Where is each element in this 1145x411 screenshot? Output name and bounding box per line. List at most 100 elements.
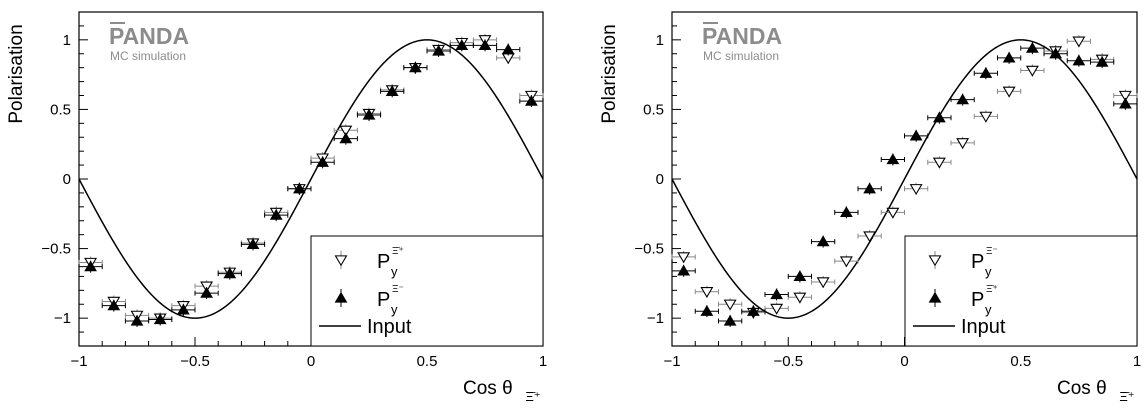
- data-point: [107, 299, 121, 311]
- input-curve: [78, 39, 544, 319]
- data-point: [334, 255, 348, 267]
- data-point: [1118, 90, 1132, 102]
- legend-label-superscript: Ξ⁻: [986, 246, 998, 257]
- data-point: [933, 111, 946, 123]
- data-point: [677, 264, 690, 276]
- data-point: [677, 252, 691, 264]
- x-axis-label-subscript: Ξ̄⁺: [1119, 389, 1134, 404]
- series-open-triangles: [671, 35, 1138, 319]
- data-point: [1026, 41, 1039, 53]
- data-point: [956, 93, 969, 105]
- legend-box: [904, 235, 1138, 347]
- data-point: [409, 61, 422, 73]
- y-axis-label: Polarisation: [599, 24, 620, 123]
- x-tick-label: −0.5: [180, 353, 210, 370]
- data-point: [979, 67, 993, 78]
- data-point: [1002, 86, 1016, 98]
- x-tick-label: −1: [70, 353, 87, 370]
- x-axis-label: Cos θ: [463, 378, 513, 399]
- legend-label: P: [377, 251, 390, 273]
- data-point: [153, 313, 167, 325]
- data-point: [200, 281, 214, 293]
- data-point: [863, 182, 876, 194]
- legend-label-subscript: y: [391, 264, 398, 279]
- x-tick-label: 1: [1133, 353, 1141, 370]
- legend-label-subscript: y: [985, 264, 992, 279]
- x-tick-label: −1: [663, 353, 680, 370]
- data-point: [770, 303, 784, 315]
- data-point: [478, 39, 492, 51]
- data-point: [1072, 54, 1086, 66]
- legend-label-superscript: Ξ̄⁺: [986, 284, 998, 295]
- data-point: [909, 129, 923, 141]
- legend-label-superscript: Ξ⁻: [392, 284, 404, 295]
- data-point: [1119, 97, 1132, 109]
- data-point: [928, 291, 942, 303]
- x-tick-label: 0: [307, 353, 315, 370]
- data-point: [793, 270, 807, 282]
- legend-label: P: [971, 251, 984, 273]
- data-point: [84, 260, 97, 272]
- data-point: [525, 94, 538, 106]
- data-point: [334, 291, 348, 303]
- data-point: [840, 206, 853, 218]
- legend-input-label: Input: [367, 316, 412, 338]
- data-point: [385, 85, 399, 96]
- legend-label-superscript: Ξ̄⁺: [392, 246, 404, 257]
- data-point: [816, 235, 830, 247]
- y-tick-label: 0.5: [643, 101, 664, 118]
- data-point: [700, 287, 714, 299]
- data-point: [501, 43, 515, 55]
- data-point: [339, 125, 353, 137]
- data-point: [839, 256, 853, 268]
- data-point: [863, 231, 877, 243]
- data-point: [1002, 51, 1016, 63]
- y-tick-label: 0.5: [50, 101, 71, 118]
- series-filled-triangles: [78, 39, 544, 327]
- legend-box: [310, 235, 544, 347]
- legend-label: P: [377, 289, 390, 311]
- logo-subtitle: MC simulation: [110, 49, 186, 63]
- data-point: [246, 238, 260, 250]
- data-point: [979, 111, 993, 123]
- data-point: [747, 304, 760, 316]
- data-point: [1049, 47, 1062, 59]
- y-tick-label: −1: [647, 310, 664, 327]
- data-point: [223, 267, 237, 279]
- legend-label-subscript: y: [985, 302, 992, 317]
- data-point: [339, 132, 353, 144]
- logo-title: PANDA: [109, 23, 189, 49]
- data-point: [700, 304, 714, 316]
- data-point: [956, 138, 970, 150]
- x-tick-label: −0.5: [773, 353, 803, 370]
- y-tick-label: −1: [54, 310, 71, 327]
- y-axis-label: Polarisation: [6, 24, 27, 123]
- y-tick-label: 0: [656, 171, 664, 188]
- data-point: [932, 157, 946, 169]
- data-point: [909, 184, 923, 196]
- data-point: [177, 303, 190, 315]
- legend-label-subscript: y: [391, 302, 398, 317]
- y-tick-label: 0: [63, 171, 71, 188]
- x-tick-label: 0.5: [1010, 353, 1031, 370]
- legend-input-label: Input: [961, 316, 1006, 338]
- y-tick-label: −0.5: [634, 241, 664, 258]
- legend-label: P: [971, 289, 984, 311]
- data-point: [816, 277, 830, 289]
- data-point: [723, 299, 737, 311]
- chart-panel-right: −1 −0.5 0 0.5 1 −1 −0.5 0 0.5 1 Polarisation Cos θ Ξ…: [599, 11, 1141, 404]
- data-point: [793, 292, 807, 304]
- y-tick-label: 1: [63, 32, 71, 49]
- data-point: [200, 286, 213, 298]
- series-filled-triangles: [671, 41, 1138, 327]
- data-point: [886, 153, 900, 165]
- y-tick-label: 1: [656, 32, 664, 49]
- x-axis-label-subscript: Ξ̄⁺: [525, 389, 540, 404]
- y-tick-label: −0.5: [41, 241, 71, 258]
- logo-subtitle: MC simulation: [703, 49, 779, 63]
- data-point: [1025, 65, 1039, 77]
- x-tick-label: 0.5: [417, 353, 438, 370]
- data-point: [130, 314, 144, 326]
